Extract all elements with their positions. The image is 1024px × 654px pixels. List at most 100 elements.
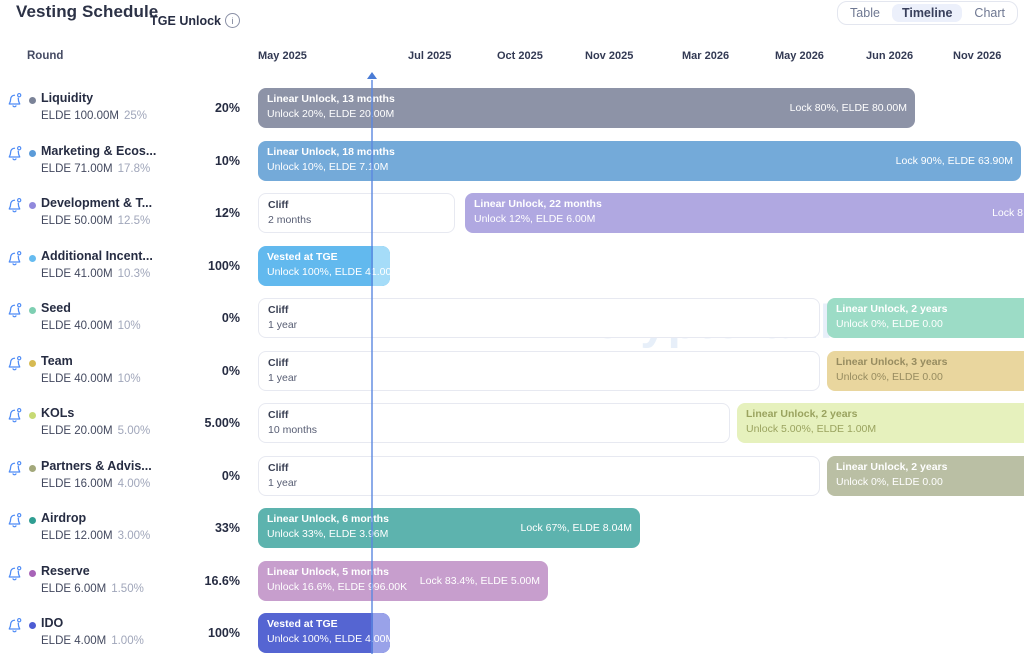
round-name: Marketing & Ecos... <box>41 144 157 158</box>
round-amount: ELDE 12.00M <box>41 530 113 542</box>
axis-month-label: Nov 2026 <box>953 50 1002 62</box>
vesting-bar[interactable]: Linear Unlock, 2 years Unlock 5.00%, ELDE… <box>737 403 1024 443</box>
segment-subtitle: 2 months <box>268 214 312 226</box>
vesting-bar[interactable]: Linear Unlock, 5 months Unlock 16.6%, ELD… <box>258 561 548 601</box>
segment-subtitle: Unlock 0%, ELDE 0.00 <box>836 476 943 488</box>
bell-alert-icon <box>8 618 21 633</box>
cliff-segment[interactable]: Cliff 10 months <box>258 403 730 443</box>
vesting-bar[interactable]: Linear Unlock, 2 years Unlock 0%, ELDE 0.… <box>827 298 1024 338</box>
round-supply-share: 1.50% <box>111 583 144 595</box>
round-amount-line: ELDE 100.00M 25% <box>41 110 147 122</box>
bell-alert-icon <box>8 461 21 476</box>
axis-month-label: May 2025 <box>258 50 307 62</box>
axis-month-label: Oct 2025 <box>497 50 543 62</box>
view-tab-table[interactable]: Table <box>840 4 890 22</box>
round-amount: ELDE 16.00M <box>41 478 113 490</box>
info-icon[interactable]: i <box>225 13 240 28</box>
round-amount: ELDE 71.00M <box>41 163 113 175</box>
column-header-tge-label: TGE Unlock <box>150 13 221 28</box>
page-title: Vesting Schedule <box>16 2 159 21</box>
alert-bell-button[interactable] <box>4 145 24 165</box>
tge-unlock-value: 0% <box>221 311 240 325</box>
segment-lock-text: Lock 67%, ELDE 8.04M <box>520 522 632 534</box>
vesting-row: KOLs ELDE 20.00M 5.00% 5.00% Cliff 10 months L… <box>0 403 1024 443</box>
axis-month-label: May 2026 <box>775 50 824 62</box>
alert-bell-button[interactable] <box>4 302 24 322</box>
round-name: Seed <box>41 301 71 315</box>
round-amount: ELDE 100.00M <box>41 110 119 122</box>
round-name: Airdrop <box>41 511 87 525</box>
round-name: Additional Incent... <box>41 249 153 263</box>
segment-title: Cliff <box>268 357 289 369</box>
segment-title: Cliff <box>268 409 289 421</box>
round-amount-line: ELDE 12.00M 3.00% <box>41 530 150 542</box>
segment-title: Vested at TGE <box>267 251 338 263</box>
segment-lock-text: Lock 80%, ELDE 80.00M <box>789 102 907 114</box>
axis-month-label: Jul 2025 <box>408 50 452 62</box>
vesting-bar[interactable]: Vested at TGE Unlock 100%, ELDE 41.00M <box>258 246 390 286</box>
bell-alert-icon <box>8 198 21 213</box>
alert-bell-button[interactable] <box>4 512 24 532</box>
alert-bell-button[interactable] <box>4 617 24 637</box>
vesting-bar[interactable]: Linear Unlock, 2 years Unlock 0%, ELDE 0.… <box>827 456 1024 496</box>
round-supply-share: 10% <box>117 373 141 385</box>
vesting-bar[interactable]: Vested at TGE Unlock 100%, ELDE 4.00M <box>258 613 390 653</box>
column-header-round: Round <box>27 50 64 62</box>
vesting-bar[interactable]: Linear Unlock, 6 months Unlock 33%, ELDE … <box>258 508 640 548</box>
vesting-bar[interactable]: Linear Unlock, 22 months Unlock 12%, ELDE… <box>465 193 1024 233</box>
round-amount: ELDE 40.00M <box>41 320 113 332</box>
alert-bell-button[interactable] <box>4 407 24 427</box>
round-name: Development & T... <box>41 196 153 210</box>
segment-title: Linear Unlock, 2 years <box>836 303 948 315</box>
view-tab-timeline[interactable]: Timeline <box>891 4 963 22</box>
vesting-row: Additional Incent... ELDE 41.00M 10.3% 100%… <box>0 246 1024 286</box>
alert-bell-button[interactable] <box>4 92 24 112</box>
vesting-row: Marketing & Ecos... ELDE 71.00M 17.8% 10% Li… <box>0 141 1024 181</box>
round-supply-share: 17.8% <box>117 163 151 175</box>
round-amount: ELDE 50.00M <box>41 215 113 227</box>
segment-title: Linear Unlock, 2 years <box>746 408 858 420</box>
alert-bell-button[interactable] <box>4 250 24 270</box>
round-amount: ELDE 6.00M <box>41 583 107 595</box>
segment-subtitle: Unlock 10%, ELDE 7.10M <box>267 161 389 173</box>
vesting-bar[interactable]: Linear Unlock, 13 months Unlock 20%, ELDE… <box>258 88 915 128</box>
vesting-row: IDO ELDE 4.00M 1.00% 100% Vested at TGE Unloc… <box>0 613 1024 653</box>
round-amount-line: ELDE 50.00M 12.5% <box>41 215 150 227</box>
segment-title: Cliff <box>268 304 289 316</box>
segment-subtitle: 1 year <box>268 319 298 331</box>
cliff-segment[interactable]: Cliff 2 months <box>258 193 455 233</box>
round-name: Team <box>41 354 73 368</box>
round-supply-share: 12.5% <box>117 215 151 227</box>
bell-alert-icon <box>8 356 21 371</box>
round-color-dot <box>29 465 36 472</box>
round-amount: ELDE 20.00M <box>41 425 113 437</box>
tge-unlock-value: 100% <box>208 626 240 640</box>
vesting-bar-future-part <box>373 613 390 653</box>
round-amount-line: ELDE 41.00M 10.3% <box>41 268 150 280</box>
round-name: IDO <box>41 616 64 630</box>
cliff-segment[interactable]: Cliff 1 year <box>258 351 820 391</box>
alert-bell-button[interactable] <box>4 355 24 375</box>
alert-bell-button[interactable] <box>4 197 24 217</box>
axis-month-label: Jun 2026 <box>866 50 914 62</box>
round-amount-line: ELDE 4.00M 1.00% <box>41 635 144 647</box>
segment-title: Linear Unlock, 6 months <box>267 513 389 525</box>
round-color-dot <box>29 517 36 524</box>
cliff-segment[interactable]: Cliff 1 year <box>258 456 820 496</box>
alert-bell-button[interactable] <box>4 460 24 480</box>
bell-alert-icon <box>8 513 21 528</box>
round-color-dot <box>29 202 36 209</box>
cliff-segment[interactable]: Cliff 1 year <box>258 298 820 338</box>
alert-bell-button[interactable] <box>4 565 24 585</box>
segment-subtitle: Unlock 0%, ELDE 0.00 <box>836 318 943 330</box>
view-tab-chart[interactable]: Chart <box>964 4 1015 22</box>
round-color-dot <box>29 412 36 419</box>
vesting-bar[interactable]: Linear Unlock, 18 months Unlock 10%, ELDE… <box>258 141 1021 181</box>
vesting-row: Reserve ELDE 6.00M 1.50% 16.6% Linear Unlock… <box>0 561 1024 601</box>
vesting-bar[interactable]: Linear Unlock, 3 years Unlock 0%, ELDE 0.… <box>827 351 1024 391</box>
segment-title: Vested at TGE <box>267 618 338 630</box>
round-amount-line: ELDE 40.00M 10% <box>41 320 141 332</box>
vesting-row: Development & T... ELDE 50.00M 12.5% 12% Cli… <box>0 193 1024 233</box>
